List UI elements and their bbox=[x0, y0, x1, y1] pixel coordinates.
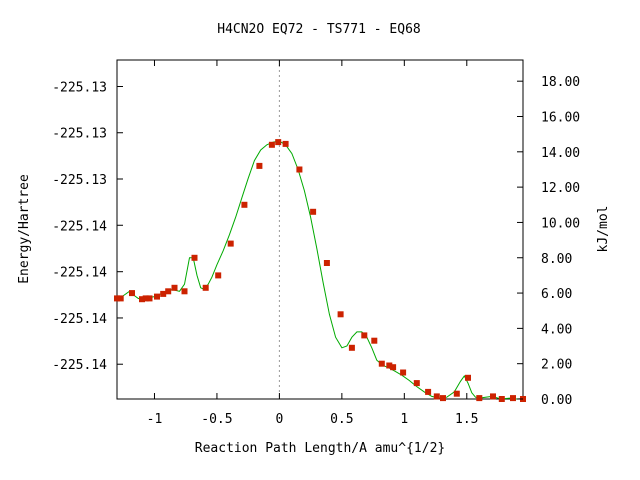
data-point bbox=[498, 396, 505, 402]
data-point bbox=[476, 395, 483, 402]
data-point bbox=[114, 295, 120, 302]
data-point bbox=[256, 162, 263, 169]
data-point bbox=[160, 290, 167, 297]
data-point bbox=[275, 139, 282, 146]
x-tick-label: 0 bbox=[275, 412, 283, 427]
x-tick-label: -0.5 bbox=[201, 412, 232, 427]
data-point bbox=[433, 393, 440, 400]
x-axis-label: Reaction Path Length/A amu^{1/2} bbox=[195, 441, 445, 456]
data-point bbox=[453, 390, 460, 397]
data-point bbox=[142, 295, 149, 302]
x-axis-ticks: -1 -0.5 0 0.5 1 1.5 bbox=[147, 60, 479, 427]
y-right-tick-label: 10.00 bbox=[541, 216, 580, 231]
data-point bbox=[227, 240, 234, 247]
data-point bbox=[490, 393, 496, 400]
energy-curve-layer bbox=[116, 140, 524, 400]
data-point bbox=[390, 364, 397, 371]
y-right-axis-ticks: 0.00 2.00 4.00 6.00 8.00 10.00 12.00 14.00 16.00… bbox=[517, 75, 580, 408]
y-right-axis-label: kJ/mol bbox=[596, 206, 611, 253]
data-point bbox=[413, 380, 420, 387]
data-points-layer bbox=[114, 139, 526, 402]
data-point bbox=[146, 295, 153, 302]
y-right-tick-label: 12.00 bbox=[541, 181, 580, 196]
y-left-tick-label: -225.14 bbox=[52, 358, 107, 373]
data-point bbox=[371, 337, 378, 344]
data-point bbox=[510, 395, 516, 402]
data-point bbox=[241, 201, 248, 208]
y-left-axis-ticks: -225.13 -225.13 -225.13 -225.14 -225.14 -225.… bbox=[52, 80, 123, 373]
y-right-tick-label: 8.00 bbox=[541, 252, 572, 267]
y-left-tick-label: -225.13 bbox=[52, 127, 107, 142]
data-point bbox=[181, 288, 188, 295]
y-left-tick-label: -225.14 bbox=[52, 219, 107, 234]
plot-frame bbox=[116, 59, 524, 400]
x-tick-label: 0.5 bbox=[330, 412, 353, 427]
y-left-tick-label: -225.13 bbox=[52, 80, 107, 95]
y-left-tick-label: -225.14 bbox=[52, 266, 107, 281]
data-point bbox=[386, 362, 393, 369]
y-left-tick-label: -225.13 bbox=[52, 173, 107, 188]
y-right-tick-label: 4.00 bbox=[541, 322, 572, 337]
chart-title: H4CN2O EQ72 - TS771 - EQ68 bbox=[217, 22, 421, 37]
y-right-tick-label: 14.00 bbox=[541, 146, 580, 161]
data-point bbox=[337, 311, 344, 318]
x-tick-label: -1 bbox=[147, 412, 163, 427]
data-point bbox=[296, 166, 303, 173]
y-left-tick-label: -225.14 bbox=[52, 312, 107, 327]
y-right-tick-label: 2.00 bbox=[541, 358, 572, 373]
data-point bbox=[348, 344, 355, 351]
data-point bbox=[323, 260, 330, 266]
data-point bbox=[465, 374, 471, 381]
data-point bbox=[378, 360, 385, 367]
y-right-tick-label: 0.00 bbox=[541, 393, 572, 408]
data-point bbox=[310, 208, 317, 215]
data-point bbox=[425, 388, 432, 395]
data-point bbox=[154, 293, 160, 300]
y-right-tick-label: 6.00 bbox=[541, 287, 572, 302]
data-point bbox=[165, 288, 172, 295]
x-tick-label: 1.5 bbox=[455, 412, 478, 427]
energy-curve bbox=[116, 140, 524, 400]
data-point bbox=[268, 141, 275, 148]
y-right-tick-label: 18.00 bbox=[541, 75, 580, 90]
data-point bbox=[282, 140, 289, 147]
x-tick-label: 1 bbox=[400, 412, 408, 427]
data-point bbox=[215, 272, 222, 279]
data-point bbox=[400, 369, 407, 376]
data-point bbox=[361, 332, 368, 339]
data-point bbox=[202, 284, 209, 291]
y-right-tick-label: 16.00 bbox=[541, 111, 580, 126]
data-point bbox=[440, 395, 446, 402]
data-point bbox=[129, 290, 135, 297]
data-point bbox=[117, 295, 124, 302]
data-point bbox=[139, 296, 145, 303]
data-point bbox=[191, 254, 198, 261]
y-left-axis-label: Energy/Hartree bbox=[17, 174, 32, 284]
data-point bbox=[171, 284, 178, 291]
